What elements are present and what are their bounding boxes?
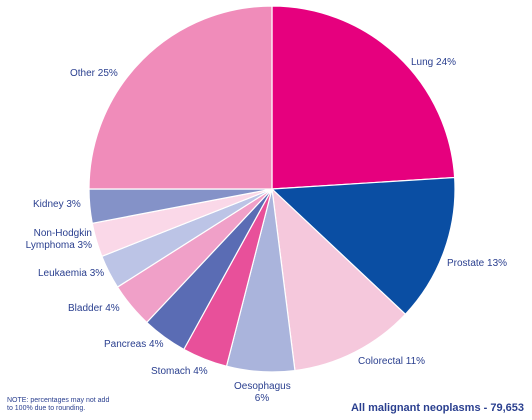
label-lung: Lung 24% <box>411 57 457 68</box>
label-leukaemia: Leukaemia 3% <box>38 268 105 279</box>
label-colorectal: Colorectal 11% <box>358 356 426 367</box>
pie-slice-0 <box>271 5 456 190</box>
label-non-hodgkin-line2: Lymphoma 3% <box>25 240 92 251</box>
label-kidney: Kidney 3% <box>33 199 81 210</box>
label-non-hodgkin-line1: Non-Hodgkin <box>33 228 92 239</box>
total-label: All malignant neoplasms - 79,653 <box>350 402 524 414</box>
label-pancreas: Pancreas 4% <box>104 339 164 350</box>
label-oesophagus-pct: 6% <box>254 393 270 404</box>
footnote: NOTE: percentages may not add to 100% du… <box>7 397 110 412</box>
label-oesophagus-name: Oesophagus <box>234 381 291 392</box>
pie-slice-1 <box>270 176 456 316</box>
label-prostate: Prostate 13% <box>447 258 508 269</box>
label-oesophagus: Oesophagus 6% <box>234 381 291 405</box>
label-bladder: Bladder 4% <box>68 303 120 314</box>
pie-slice-10 <box>88 5 273 190</box>
label-stomach: Stomach 4% <box>151 366 208 377</box>
label-other: Other 25% <box>70 68 118 79</box>
pie-slice-2 <box>271 187 407 372</box>
label-non-hodgkin: Non-Hodgkin Lymphoma 3% <box>22 228 92 252</box>
